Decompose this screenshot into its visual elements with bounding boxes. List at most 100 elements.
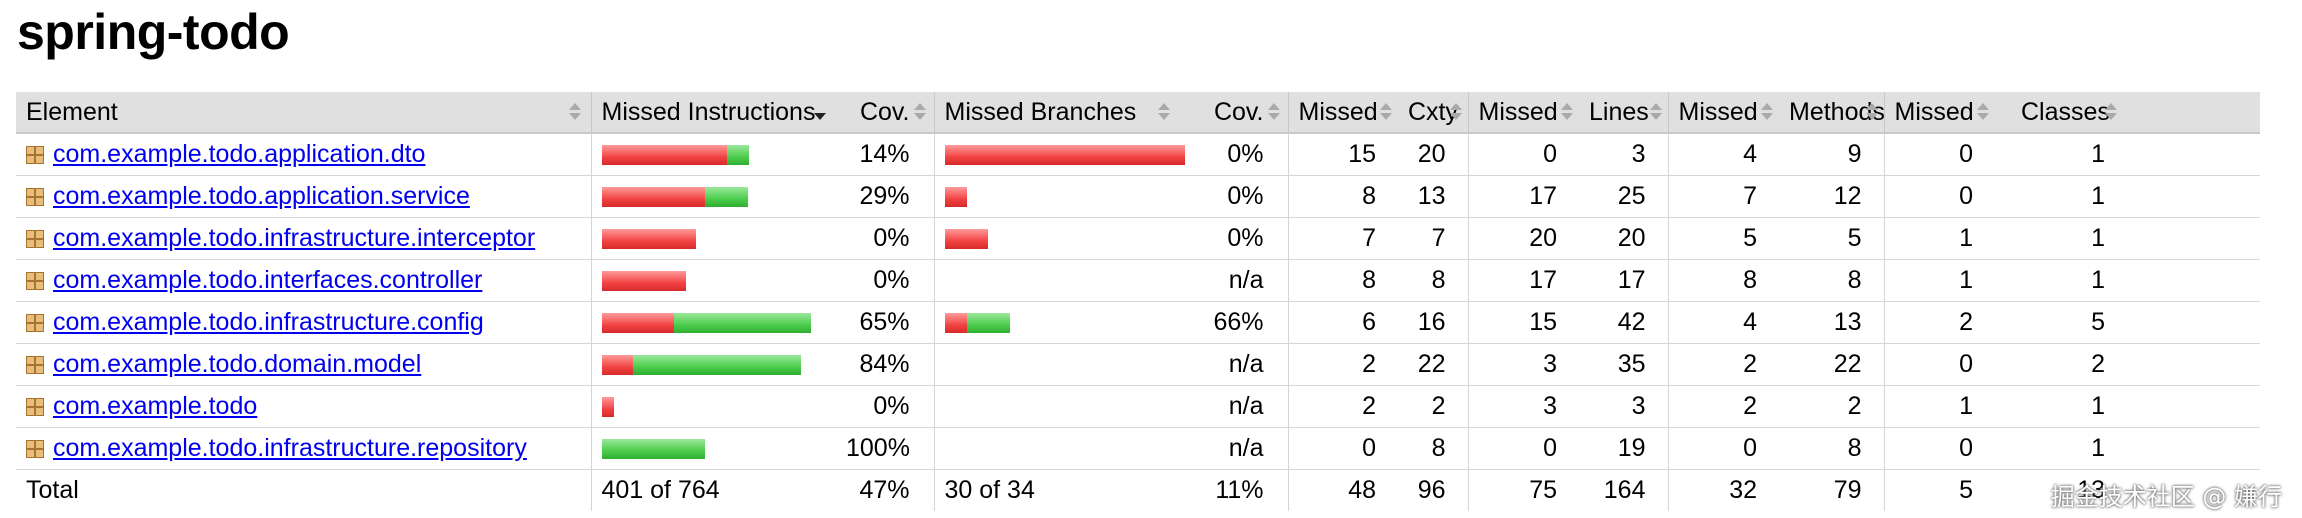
cxty: 16 xyxy=(1398,301,1468,344)
header-missed-cxty[interactable]: Missed xyxy=(1287,92,1398,134)
branches-bar-cell xyxy=(933,133,1185,176)
missed-lines: 17 xyxy=(1467,259,1579,302)
covered-bar-segment xyxy=(632,355,801,376)
classes: 5 xyxy=(1995,301,2260,344)
branches-bar-cell xyxy=(933,259,1180,302)
sort-icon xyxy=(1158,103,1170,121)
element-cell: com.example.todo.domain.model xyxy=(16,343,591,386)
missed-classes: 0 xyxy=(1883,133,1995,176)
cxty: 2 xyxy=(1398,385,1468,428)
header-missed-instructions[interactable]: Missed Instructions xyxy=(590,92,836,134)
package-link[interactable]: com.example.todo.infrastructure.config xyxy=(53,308,484,336)
methods: 8 xyxy=(1779,259,1884,302)
sort-icon xyxy=(1561,103,1573,121)
table-row: com.example.todo.domain.model 84% n/a 2 22 3 3… xyxy=(16,343,2260,386)
methods: 12 xyxy=(1779,175,1884,218)
package-link[interactable]: com.example.todo xyxy=(53,392,258,420)
branches-coverage: n/a xyxy=(1180,259,1288,302)
missed-bar-segment xyxy=(601,271,686,292)
watermark: 掘金技术社区 @ 嫌行 xyxy=(2050,483,2282,511)
package-link[interactable]: com.example.todo.infrastructure.intercep… xyxy=(53,224,536,252)
missed-classes: 2 xyxy=(1883,301,1995,344)
sort-desc-icon xyxy=(814,103,826,121)
missed-methods: 4 xyxy=(1667,133,1779,176)
missed-methods: 8 xyxy=(1667,259,1779,302)
total-missed-lines: 75 xyxy=(1467,469,1579,511)
table-row: com.example.todo.application.dto 14% 0% 15 2… xyxy=(16,133,2260,176)
branches-coverage: n/a xyxy=(1180,343,1288,386)
instructions-bar-cell xyxy=(590,133,836,176)
lines: 25 xyxy=(1579,175,1668,218)
package-link[interactable]: com.example.todo.infrastructure.reposito… xyxy=(53,434,527,462)
element-cell: com.example.todo xyxy=(16,385,591,428)
coverage-bar xyxy=(601,187,748,208)
missed-cxty: 2 xyxy=(1287,343,1398,386)
header-instructions-coverage[interactable]: Cov. xyxy=(836,92,934,134)
branches-coverage: 0% xyxy=(1180,133,1288,176)
sort-icon xyxy=(1267,103,1280,121)
missed-classes: 1 xyxy=(1883,217,1995,260)
missed-methods: 2 xyxy=(1667,343,1779,386)
cxty: 13 xyxy=(1398,175,1468,218)
header-missed-methods[interactable]: Missed xyxy=(1667,92,1779,134)
branches-coverage: 0% xyxy=(1180,217,1288,260)
header-lines[interactable]: Lines xyxy=(1579,92,1668,134)
branches-coverage: n/a xyxy=(1180,385,1288,428)
branches-bar-cell xyxy=(933,217,1180,260)
sort-icon xyxy=(1761,103,1773,121)
total-classes: 13 xyxy=(2077,476,2105,504)
sort-icon xyxy=(1380,103,1392,121)
instructions-coverage: 29% xyxy=(836,175,934,218)
sort-icon xyxy=(1865,103,1878,121)
header-missed-lines[interactable]: Missed xyxy=(1467,92,1579,134)
element-cell: com.example.todo.application.dto xyxy=(16,133,591,176)
total-branches: 30 of 34 xyxy=(933,469,1180,511)
covered-bar-segment xyxy=(966,313,1010,334)
element-cell: com.example.todo.infrastructure.config xyxy=(16,301,591,344)
missed-classes: 1 xyxy=(1883,385,1995,428)
header-missed-branches[interactable]: Missed Branches xyxy=(933,92,1180,134)
header-methods[interactable]: Methods xyxy=(1779,92,1885,134)
instructions-bar-cell xyxy=(590,343,836,386)
table-header-row: Element Missed Instructions Cov. Missed … xyxy=(16,92,2260,134)
sort-icon xyxy=(1449,103,1462,121)
missed-cxty: 0 xyxy=(1287,427,1398,470)
missed-bar-segment xyxy=(944,313,967,334)
total-row: Total 401 of 764 47% 30 of 34 11% 48 96 … xyxy=(16,469,2260,511)
missed-methods: 2 xyxy=(1667,385,1779,428)
cxty: 7 xyxy=(1398,217,1468,260)
package-icon xyxy=(26,440,44,458)
branches-bar-cell xyxy=(933,343,1180,386)
package-icon xyxy=(26,398,44,416)
element-cell: com.example.todo.application.service xyxy=(16,175,591,218)
header-cxty[interactable]: Cxty xyxy=(1398,92,1468,134)
missed-cxty: 8 xyxy=(1287,259,1398,302)
package-link[interactable]: com.example.todo.application.service xyxy=(53,182,470,210)
element-cell: com.example.todo.infrastructure.intercep… xyxy=(16,217,591,260)
lines: 3 xyxy=(1579,385,1668,428)
package-link[interactable]: com.example.todo.interfaces.controller xyxy=(53,266,483,294)
sort-icon xyxy=(2105,103,2117,121)
instructions-coverage: 84% xyxy=(836,343,934,386)
total-cxty: 96 xyxy=(1417,476,1446,504)
classes: 1 xyxy=(1995,259,2260,302)
package-link[interactable]: com.example.todo.application.dto xyxy=(53,140,426,168)
table-row: com.example.todo.infrastructure.reposito… xyxy=(16,427,2260,470)
package-link[interactable]: com.example.todo.domain.model xyxy=(53,350,422,378)
missed-bar-segment xyxy=(601,187,705,208)
branches-bar-cell xyxy=(933,301,1180,344)
table-row: com.example.todo.infrastructure.intercep… xyxy=(16,217,2260,260)
classes: 1 xyxy=(1995,133,2260,176)
cxty: 8 xyxy=(1398,259,1468,302)
header-classes[interactable]: Classes xyxy=(1995,92,2260,134)
missed-bar-segment xyxy=(944,187,967,208)
coverage-bar xyxy=(601,271,686,292)
missed-lines: 3 xyxy=(1467,343,1579,386)
lines: 3 xyxy=(1579,133,1668,176)
header-element[interactable]: Element xyxy=(16,92,591,134)
instructions-coverage: 0% xyxy=(836,385,934,428)
classes: 1 xyxy=(1995,427,2260,470)
cxty: 8 xyxy=(1398,427,1468,470)
header-branches-coverage[interactable]: Cov. xyxy=(1180,92,1288,134)
header-missed-classes[interactable]: Missed xyxy=(1883,92,1995,134)
